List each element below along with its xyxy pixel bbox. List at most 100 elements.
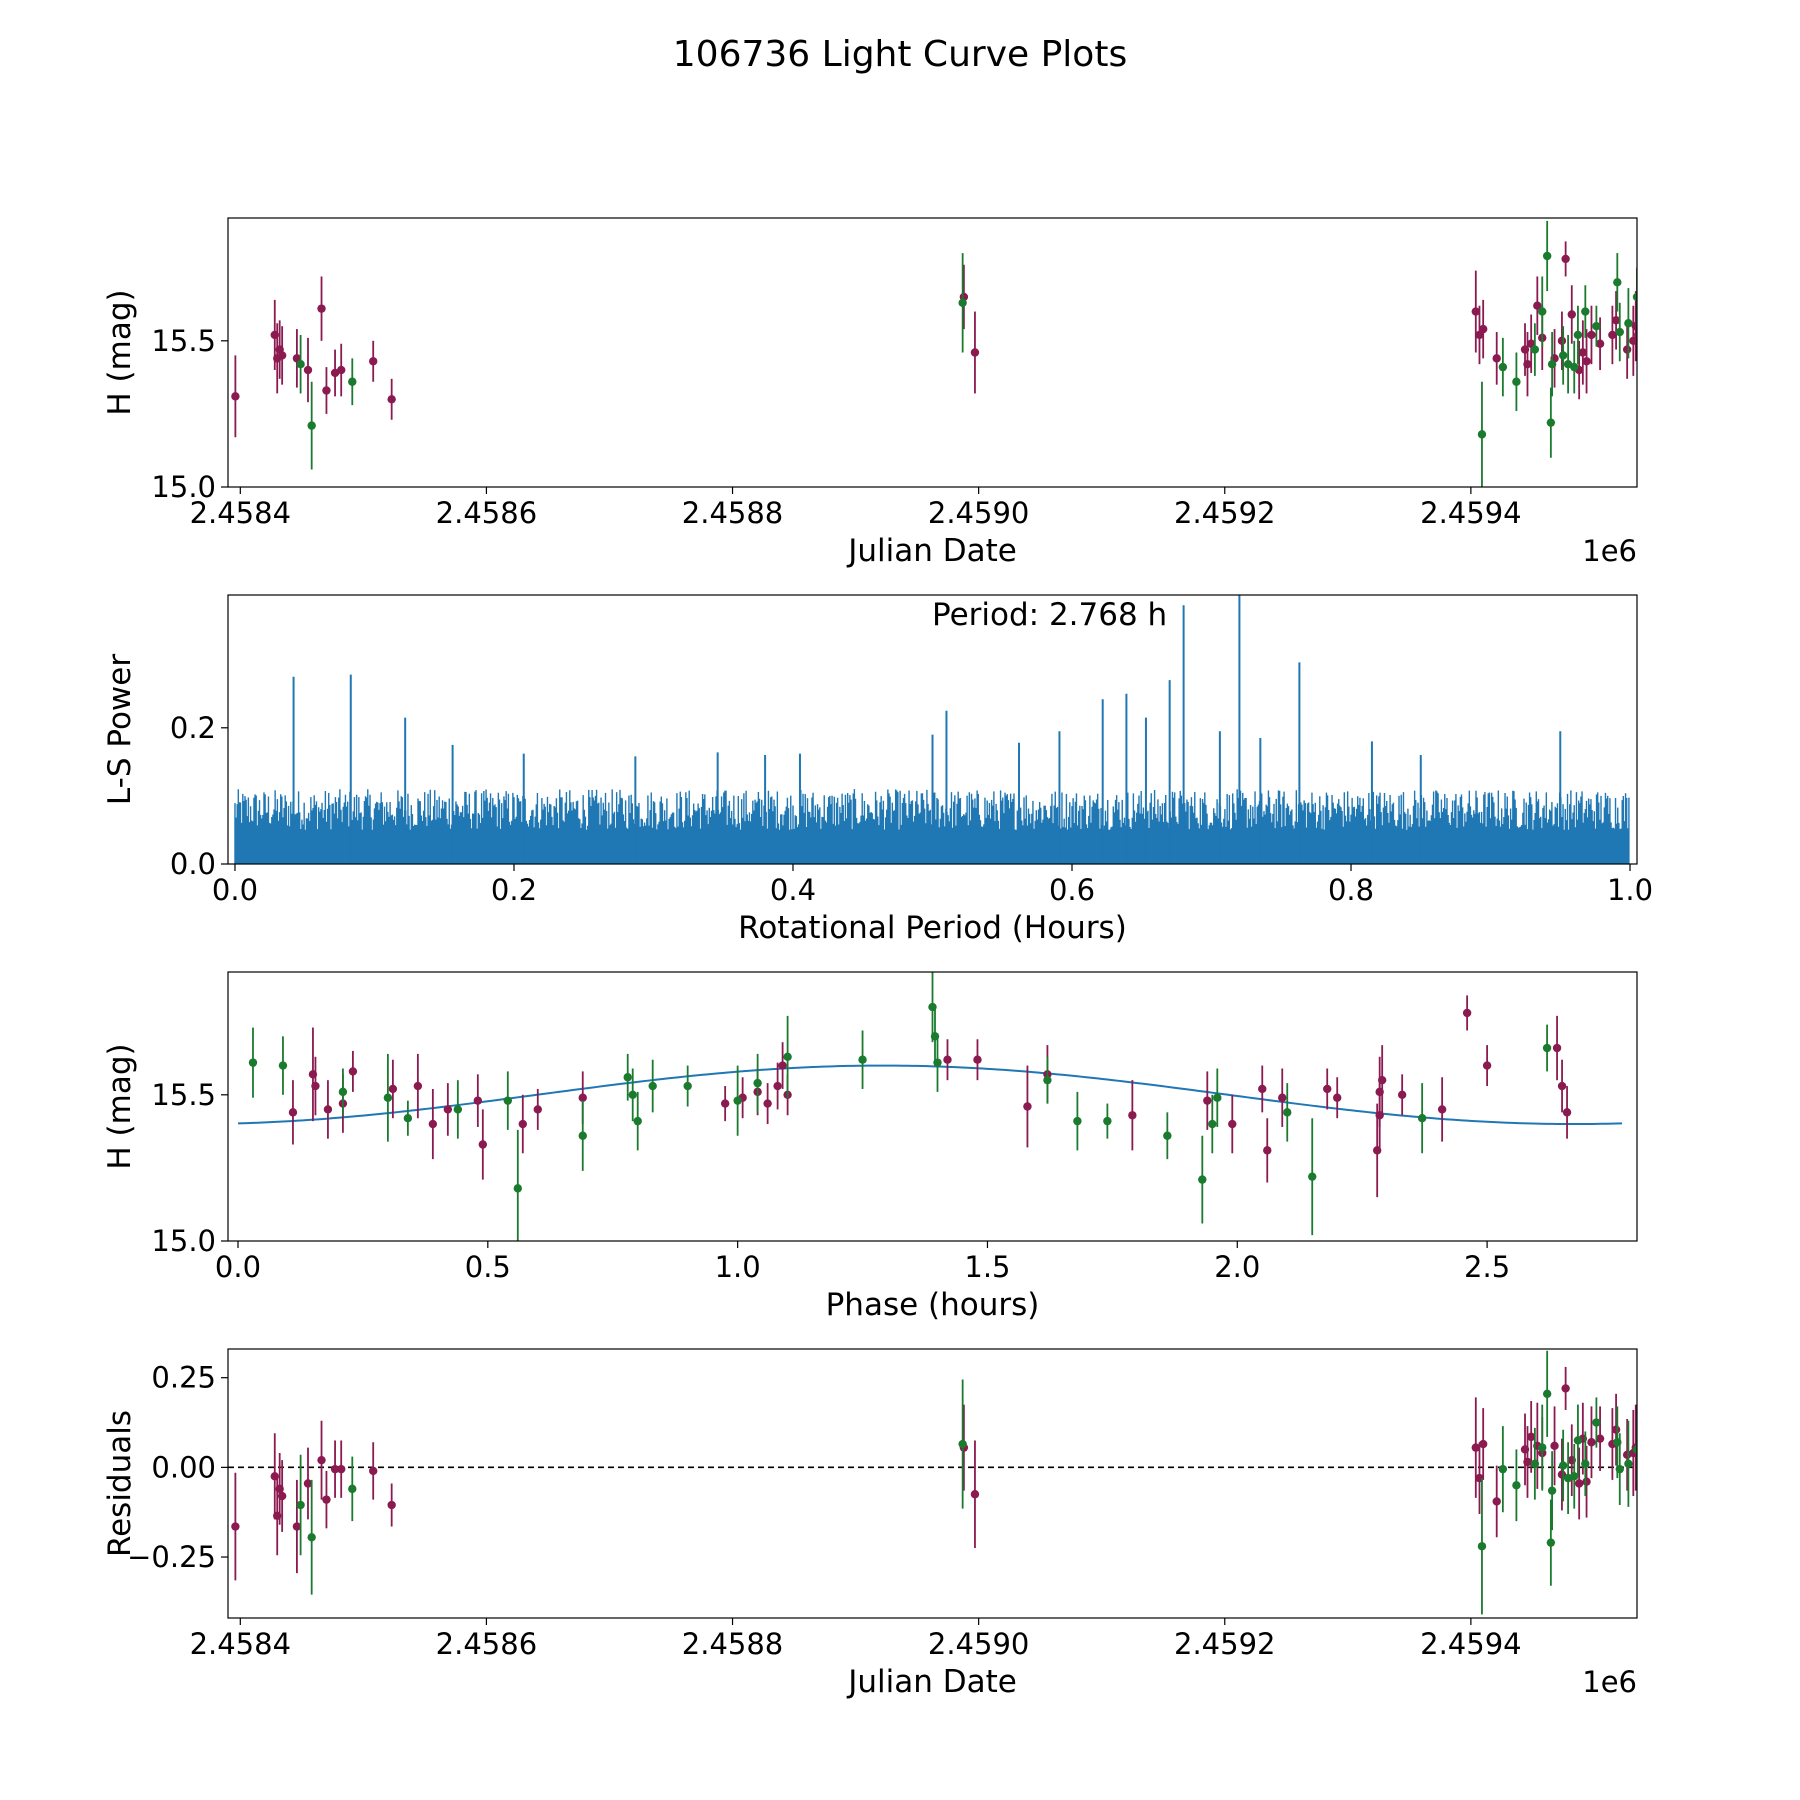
data-point: [933, 1058, 942, 1067]
data-point: [1478, 1439, 1488, 1449]
data-point: [296, 1500, 305, 1510]
y-tick-label: 15.5: [151, 324, 216, 358]
y-tick-label: 15.5: [151, 1078, 216, 1112]
data-point: [322, 1495, 331, 1504]
data-point: [1546, 418, 1556, 427]
y-tick-label: 0.25: [151, 1361, 216, 1395]
data-point: [1477, 430, 1487, 439]
data-point: [1615, 1464, 1624, 1474]
model-fit-curve: [237, 1064, 1623, 1126]
x-tick-label: 0.0: [215, 1250, 261, 1284]
data-point: [1613, 278, 1622, 287]
data-point: [338, 1087, 348, 1097]
data-point: [720, 1099, 730, 1108]
data-point: [1645, 1490, 1653, 1498]
data-point: [518, 1119, 527, 1129]
data-point: [1492, 1497, 1501, 1506]
data-point: [1208, 1119, 1217, 1129]
series-green: [296, 1350, 1637, 1615]
data-point: [1023, 1102, 1032, 1111]
data-point: [277, 1491, 287, 1501]
data-point: [348, 1484, 357, 1494]
data-point: [278, 1061, 288, 1070]
data-point: [1558, 351, 1568, 360]
data-point: [292, 1522, 302, 1531]
data-point: [1632, 1445, 1637, 1454]
data-point: [323, 1105, 333, 1114]
data-point: [1163, 1131, 1172, 1140]
x-tick-label: 2.4584: [190, 1627, 291, 1661]
data-point: [533, 1105, 542, 1114]
data-point: [753, 1078, 762, 1088]
series-green: [248, 972, 1552, 1241]
data-point: [1631, 321, 1637, 331]
data-point: [1437, 1105, 1447, 1114]
data-point: [231, 392, 240, 401]
data-point: [369, 357, 378, 366]
data-point: [1592, 1418, 1601, 1427]
data-point: [1570, 362, 1579, 372]
data-point: [296, 359, 305, 369]
data-point: [1523, 359, 1532, 369]
plot-area: [237, 972, 1623, 1241]
data-point: [1283, 1108, 1292, 1117]
plot-area: [234, 595, 1630, 864]
data-point: [1073, 1116, 1082, 1126]
data-point: [1333, 1093, 1342, 1102]
data-point: [513, 1184, 522, 1193]
data-point: [1636, 1481, 1637, 1486]
data-point: [633, 1116, 642, 1126]
data-point: [733, 1096, 742, 1105]
data-point: [1557, 336, 1567, 346]
axes-frame: [227, 971, 1638, 1242]
data-point: [783, 1052, 792, 1061]
data-point: [858, 1055, 867, 1064]
data-point: [778, 1061, 787, 1070]
data-point: [763, 1099, 772, 1108]
axes-frame: [227, 594, 1638, 865]
plot-area: [231, 220, 1637, 487]
data-point: [648, 1081, 657, 1091]
y-tick-label: 0.00: [151, 1450, 216, 1484]
axes-frame: [227, 217, 1638, 488]
data-point: [369, 1466, 378, 1476]
data-point: [1643, 1434, 1651, 1442]
data-point: [1512, 377, 1521, 386]
data-point: [1492, 354, 1501, 363]
data-point: [1611, 316, 1621, 325]
data-point: [1228, 1119, 1237, 1129]
x-tick-label: 2.4594: [1420, 496, 1521, 530]
data-point: [330, 1464, 340, 1474]
data-point: [1323, 1084, 1332, 1094]
series-red: [288, 995, 1572, 1198]
data-point: [1573, 330, 1583, 340]
data-point: [1523, 1457, 1532, 1467]
data-point: [1570, 1472, 1579, 1481]
x-tick-label: 2.4586: [436, 1627, 537, 1661]
x-axis-label: Julian Date: [846, 533, 1017, 569]
data-point: [303, 365, 313, 375]
plot-area: [228, 1350, 1653, 1615]
series-red: [231, 1366, 1653, 1581]
data-point: [1561, 254, 1570, 264]
data-point: [1512, 1481, 1521, 1490]
data-point: [231, 1522, 240, 1531]
data-point: [413, 1081, 423, 1091]
data-point: [1263, 1146, 1272, 1155]
data-point: [1482, 1061, 1492, 1070]
data-point: [1557, 1081, 1567, 1091]
data-point: [1477, 1542, 1487, 1551]
x-tick-label: 1.0: [1607, 873, 1653, 907]
data-point: [1624, 1459, 1633, 1468]
data-point: [970, 1490, 980, 1499]
data-point: [453, 1105, 463, 1114]
data-point: [478, 1140, 488, 1149]
data-point: [1471, 1443, 1480, 1452]
data-point: [303, 1479, 313, 1488]
y-axis-label: Residuals: [102, 1410, 138, 1557]
data-point: [322, 386, 331, 395]
data-point: [1258, 1084, 1267, 1094]
x-tick-label: 2.4588: [682, 496, 783, 530]
data-point: [1595, 1434, 1605, 1443]
data-point: [943, 1055, 952, 1064]
